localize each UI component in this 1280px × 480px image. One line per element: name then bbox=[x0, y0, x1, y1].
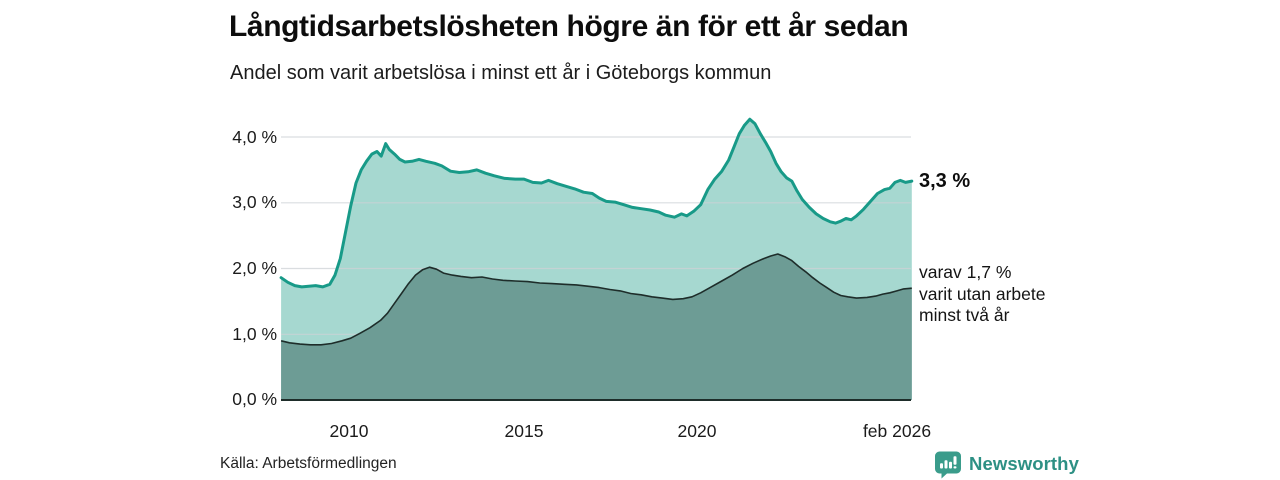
annotation-line: varit utan arbete bbox=[919, 283, 1046, 304]
y-axis-tick-label: 2,0 % bbox=[232, 258, 277, 278]
x-axis-tick-label: feb 2026 bbox=[862, 421, 932, 441]
y-axis-tick-label: 3,0 % bbox=[232, 192, 277, 212]
y-axis-tick-label: 0,0 % bbox=[232, 389, 277, 409]
x-axis-tick-label: 2020 bbox=[677, 421, 717, 441]
x-axis-tick-label: 2015 bbox=[504, 421, 544, 441]
annotation-line: minst två år bbox=[919, 305, 1010, 325]
y-axis-tick-label: 1,0 % bbox=[232, 324, 277, 344]
latest-subseries-annotation: varav 1,7 % varit utan arbete minst två … bbox=[919, 262, 1045, 327]
y-axis-tick-label: 4,0 % bbox=[232, 127, 277, 147]
source-text: Källa: Arbetsförmedlingen bbox=[220, 455, 397, 472]
newsworthy-logo-text: Newsworthy bbox=[969, 453, 1079, 474]
page-subtitle: Andel som varit arbetslösa i minst ett å… bbox=[230, 62, 772, 84]
newsworthy-logo[interactable]: Newsworthy bbox=[934, 449, 1079, 479]
latest-total-value-label: 3,3 % bbox=[919, 170, 971, 192]
newsworthy-logo-icon bbox=[935, 451, 961, 478]
page-title: Långtidsarbetslösheten högre än för ett … bbox=[229, 10, 909, 43]
x-axis-tick-label: 2010 bbox=[329, 421, 369, 441]
annotation-line: varav 1,7 % bbox=[919, 262, 1012, 282]
